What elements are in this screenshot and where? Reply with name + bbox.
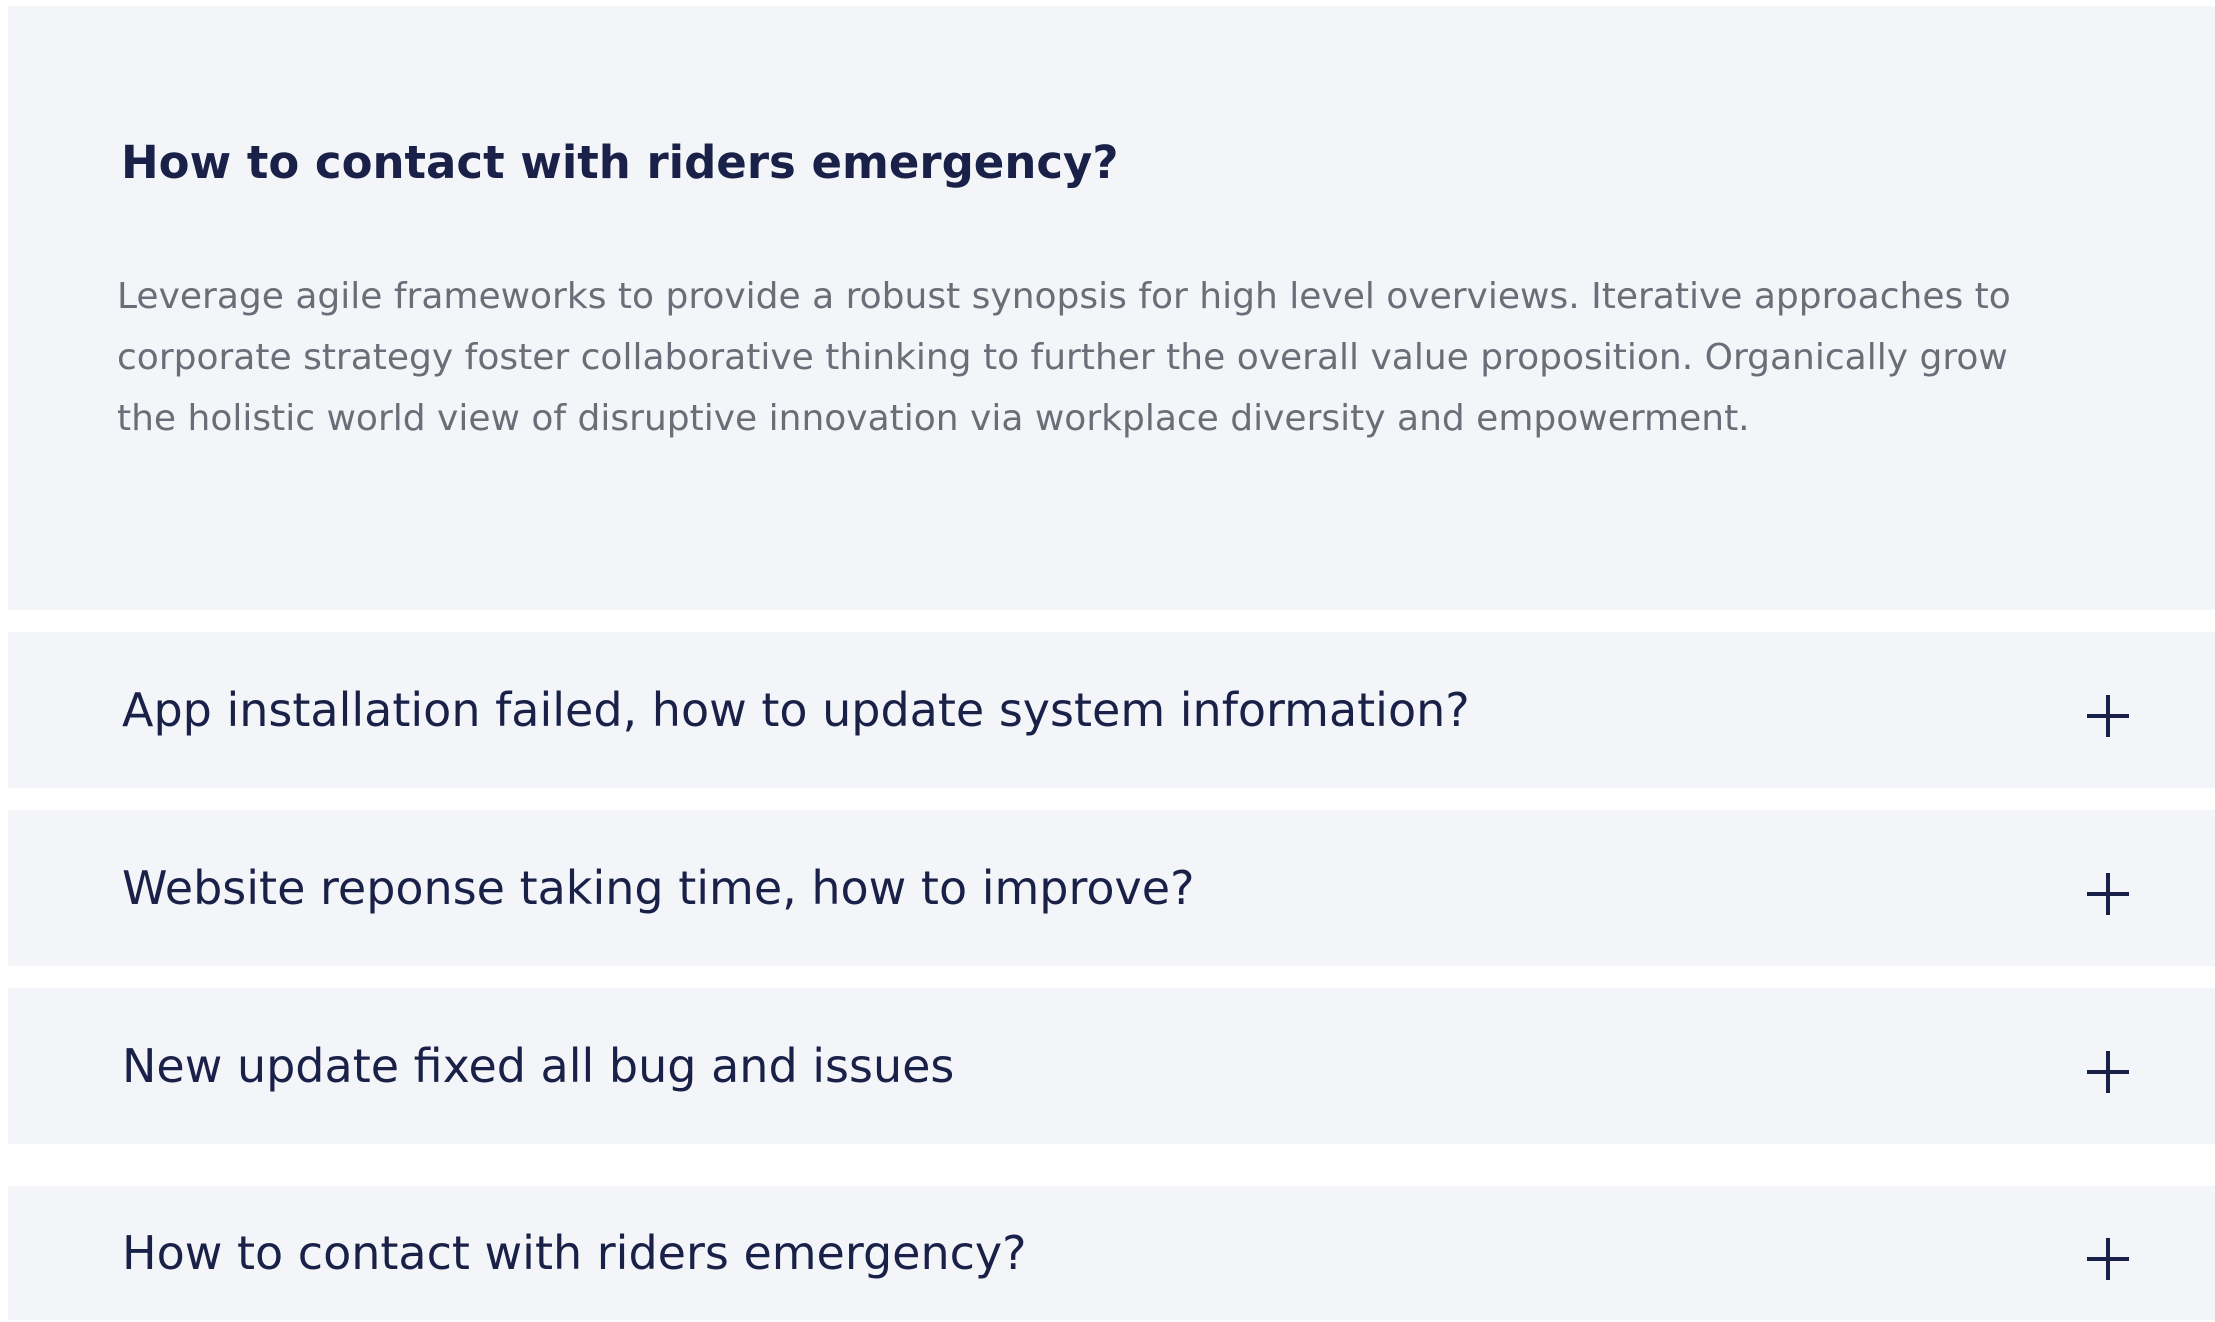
plus-icon[interactable] (2085, 1049, 2131, 1095)
faq-item[interactable]: App installation failed, how to update s… (8, 632, 2215, 788)
plus-icon[interactable] (2085, 693, 2131, 739)
faq-question[interactable]: App installation failed, how to update s… (122, 683, 1470, 737)
faq-accordion: How to contact with riders emergency? Le… (8, 6, 2215, 1320)
faq-question[interactable]: New update fixed all bug and issues (122, 1039, 955, 1093)
faq-item[interactable]: Website reponse taking time, how to impr… (8, 810, 2215, 966)
faq-item[interactable]: How to contact with riders emergency? (8, 1186, 2215, 1320)
faq-question[interactable]: How to contact with riders emergency? (121, 136, 1119, 189)
plus-icon[interactable] (2085, 871, 2131, 917)
faq-item-expanded: How to contact with riders emergency? Le… (8, 6, 2215, 610)
plus-icon[interactable] (2085, 1236, 2131, 1282)
faq-question[interactable]: How to contact with riders emergency? (122, 1226, 1027, 1280)
faq-item[interactable]: New update fixed all bug and issues (8, 988, 2215, 1144)
faq-answer: Leverage agile frameworks to provide a r… (117, 276, 2011, 439)
faq-question[interactable]: Website reponse taking time, how to impr… (122, 861, 1195, 915)
